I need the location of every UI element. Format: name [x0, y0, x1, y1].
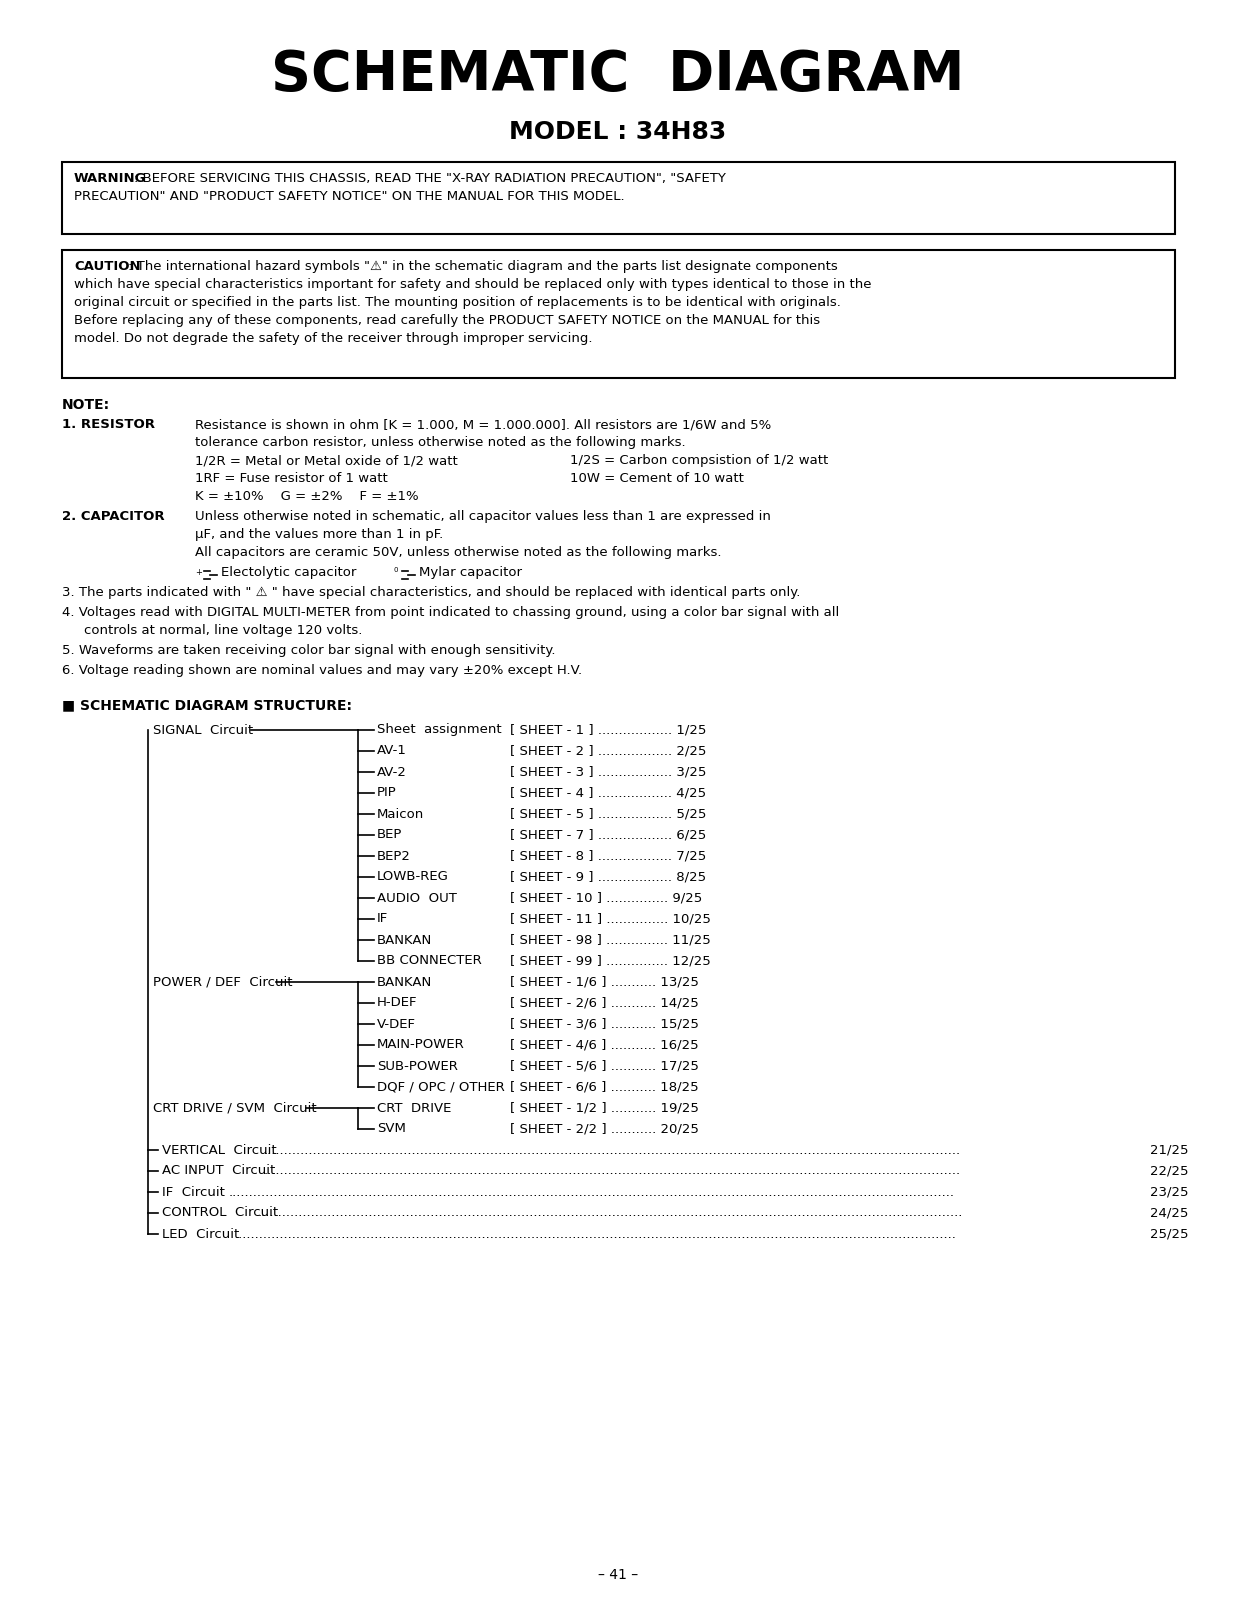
Text: model. Do not degrade the safety of the receiver through improper servicing.: model. Do not degrade the safety of the …	[74, 333, 593, 346]
Text: ................................................................................: ........................................…	[257, 1206, 962, 1219]
Text: All capacitors are ceramic 50V, unless otherwise noted as the following marks.: All capacitors are ceramic 50V, unless o…	[195, 546, 721, 558]
Text: 0: 0	[393, 566, 397, 573]
Text: AUDIO  OUT: AUDIO OUT	[377, 891, 456, 904]
Text: [ SHEET - 6/6 ] ........... 18/25: [ SHEET - 6/6 ] ........... 18/25	[510, 1080, 699, 1093]
Text: 22/25: 22/25	[1150, 1165, 1189, 1178]
Text: VERTICAL  Circuit: VERTICAL Circuit	[162, 1144, 277, 1157]
Text: LOWB-REG: LOWB-REG	[377, 870, 449, 883]
Text: DQF / OPC / OTHER: DQF / OPC / OTHER	[377, 1080, 505, 1093]
Text: H-DEF: H-DEF	[377, 997, 418, 1010]
Text: V-DEF: V-DEF	[377, 1018, 416, 1030]
Text: BEP: BEP	[377, 829, 402, 842]
Text: [ SHEET - 5/6 ] ........... 17/25: [ SHEET - 5/6 ] ........... 17/25	[510, 1059, 699, 1072]
Text: AC INPUT  Circuit: AC INPUT Circuit	[162, 1165, 276, 1178]
Text: [ SHEET - 9 ] .................. 8/25: [ SHEET - 9 ] .................. 8/25	[510, 870, 706, 883]
Text: BANKAN: BANKAN	[377, 933, 432, 947]
Text: [ SHEET - 5 ] .................. 5/25: [ SHEET - 5 ] .................. 5/25	[510, 808, 706, 821]
Text: original circuit or specified in the parts list. The mounting position of replac: original circuit or specified in the par…	[74, 296, 841, 309]
Text: MAIN-POWER: MAIN-POWER	[377, 1038, 465, 1051]
Text: SVM: SVM	[377, 1123, 406, 1136]
Text: Sheet  assignment: Sheet assignment	[377, 723, 502, 736]
Text: [ SHEET - 4/6 ] ........... 16/25: [ SHEET - 4/6 ] ........... 16/25	[510, 1038, 699, 1051]
Text: 6. Voltage reading shown are nominal values and may vary ±20% except H.V.: 6. Voltage reading shown are nominal val…	[62, 664, 583, 677]
Text: 21/25: 21/25	[1150, 1144, 1189, 1157]
Text: BANKAN: BANKAN	[377, 976, 432, 989]
Text: which have special characteristics important for safety and should be replaced o: which have special characteristics impor…	[74, 278, 872, 291]
Text: μF, and the values more than 1 in pF.: μF, and the values more than 1 in pF.	[195, 528, 443, 541]
Text: [ SHEET - 1/2 ] ........... 19/25: [ SHEET - 1/2 ] ........... 19/25	[510, 1101, 699, 1115]
Text: 3. The parts indicated with " ⚠ " have special characteristics, and should be re: 3. The parts indicated with " ⚠ " have s…	[62, 586, 800, 598]
Text: [ SHEET - 7 ] .................. 6/25: [ SHEET - 7 ] .................. 6/25	[510, 829, 706, 842]
Bar	[62, 162, 1175, 234]
Text: 24/25: 24/25	[1150, 1206, 1189, 1219]
Text: WARNING: WARNING	[74, 171, 146, 186]
Text: IF: IF	[377, 912, 388, 925]
Text: [ SHEET - 1/6 ] ........... 13/25: [ SHEET - 1/6 ] ........... 13/25	[510, 976, 699, 989]
Text: ................................................................................: ........................................…	[263, 1144, 961, 1157]
Text: CRT  DRIVE: CRT DRIVE	[377, 1101, 452, 1115]
Text: ................................................................................: ........................................…	[234, 1227, 956, 1240]
Text: [ SHEET - 2/2 ] ........... 20/25: [ SHEET - 2/2 ] ........... 20/25	[510, 1123, 699, 1136]
Bar	[62, 250, 1175, 378]
Text: controls at normal, line voltage 120 volts.: controls at normal, line voltage 120 vol…	[84, 624, 362, 637]
Text: BB CONNECTER: BB CONNECTER	[377, 955, 481, 968]
Text: 2. CAPACITOR: 2. CAPACITOR	[62, 510, 165, 523]
Text: Maicon: Maicon	[377, 808, 424, 821]
Text: IF  Circuit: IF Circuit	[162, 1186, 225, 1198]
Text: : BEFORE SERVICING THIS CHASSIS, READ THE "X-RAY RADIATION PRECAUTION", "SAFETY: : BEFORE SERVICING THIS CHASSIS, READ TH…	[134, 171, 726, 186]
Text: 5. Waveforms are taken receiving color bar signal with enough sensitivity.: 5. Waveforms are taken receiving color b…	[62, 643, 555, 658]
Text: [ SHEET - 3 ] .................. 3/25: [ SHEET - 3 ] .................. 3/25	[510, 765, 706, 779]
Text: [ SHEET - 2 ] .................. 2/25: [ SHEET - 2 ] .................. 2/25	[510, 744, 706, 757]
Text: CAUTION: CAUTION	[74, 259, 141, 274]
Text: – 41 –: – 41 –	[597, 1568, 638, 1582]
Text: AV-1: AV-1	[377, 744, 407, 757]
Text: 23/25: 23/25	[1150, 1186, 1189, 1198]
Text: LED  Circuit: LED Circuit	[162, 1227, 239, 1240]
Text: NOTE:: NOTE:	[62, 398, 110, 411]
Text: 1/2R = Metal or Metal oxide of 1/2 watt: 1/2R = Metal or Metal oxide of 1/2 watt	[195, 454, 458, 467]
Text: SIGNAL  Circuit: SIGNAL Circuit	[153, 723, 254, 736]
Text: SCHEMATIC  DIAGRAM: SCHEMATIC DIAGRAM	[271, 48, 965, 102]
Text: [ SHEET - 99 ] ............... 12/25: [ SHEET - 99 ] ............... 12/25	[510, 955, 711, 968]
Text: +: +	[195, 568, 202, 578]
Text: [ SHEET - 3/6 ] ........... 15/25: [ SHEET - 3/6 ] ........... 15/25	[510, 1018, 699, 1030]
Text: [ SHEET - 10 ] ............... 9/25: [ SHEET - 10 ] ............... 9/25	[510, 891, 703, 904]
Text: POWER / DEF  Circuit: POWER / DEF Circuit	[153, 976, 292, 989]
Text: 10W = Cement of 10 watt: 10W = Cement of 10 watt	[570, 472, 743, 485]
Text: PIP: PIP	[377, 787, 397, 800]
Text: CONTROL  Circuit: CONTROL Circuit	[162, 1206, 278, 1219]
Text: Unless otherwise noted in schematic, all capacitor values less than 1 are expres: Unless otherwise noted in schematic, all…	[195, 510, 771, 523]
Text: : The international hazard symbols "⚠" in the schematic diagram and the parts li: : The international hazard symbols "⚠" i…	[127, 259, 837, 274]
Text: CRT DRIVE / SVM  Circuit: CRT DRIVE / SVM Circuit	[153, 1101, 317, 1115]
Text: MODEL : 34H83: MODEL : 34H83	[510, 120, 726, 144]
Text: PRECAUTION" AND "PRODUCT SAFETY NOTICE" ON THE MANUAL FOR THIS MODEL.: PRECAUTION" AND "PRODUCT SAFETY NOTICE" …	[74, 190, 625, 203]
Text: Resistance is shown in ohm [K = 1.000, M = 1.000.000]. All resistors are 1/6W an: Resistance is shown in ohm [K = 1.000, M…	[195, 418, 771, 430]
Text: [ SHEET - 1 ] .................. 1/25: [ SHEET - 1 ] .................. 1/25	[510, 723, 706, 736]
Text: Electolytic capacitor: Electolytic capacitor	[221, 566, 356, 579]
Text: 25/25: 25/25	[1150, 1227, 1189, 1240]
Text: [ SHEET - 11 ] ............... 10/25: [ SHEET - 11 ] ............... 10/25	[510, 912, 711, 925]
Text: ................................................................................: ........................................…	[263, 1165, 961, 1178]
Text: 1. RESISTOR: 1. RESISTOR	[62, 418, 155, 430]
Text: tolerance carbon resistor, unless otherwise noted as the following marks.: tolerance carbon resistor, unless otherw…	[195, 435, 685, 450]
Text: SUB-POWER: SUB-POWER	[377, 1059, 458, 1072]
Text: K = ±10%    G = ±2%    F = ±1%: K = ±10% G = ±2% F = ±1%	[195, 490, 418, 502]
Text: Before replacing any of these components, read carefully the PRODUCT SAFETY NOTI: Before replacing any of these components…	[74, 314, 820, 326]
Text: 4. Voltages read with DIGITAL MULTI-METER from point indicated to chassing groun: 4. Voltages read with DIGITAL MULTI-METE…	[62, 606, 839, 619]
Text: [ SHEET - 4 ] .................. 4/25: [ SHEET - 4 ] .................. 4/25	[510, 787, 706, 800]
Text: [ SHEET - 98 ] ............... 11/25: [ SHEET - 98 ] ............... 11/25	[510, 933, 711, 947]
Text: [ SHEET - 2/6 ] ........... 14/25: [ SHEET - 2/6 ] ........... 14/25	[510, 997, 699, 1010]
Text: 1/2S = Carbon compsistion of 1/2 watt: 1/2S = Carbon compsistion of 1/2 watt	[570, 454, 829, 467]
Text: [ SHEET - 8 ] .................. 7/25: [ SHEET - 8 ] .................. 7/25	[510, 850, 706, 862]
Text: ■ SCHEMATIC DIAGRAM STRUCTURE:: ■ SCHEMATIC DIAGRAM STRUCTURE:	[62, 698, 353, 712]
Text: 1RF = Fuse resistor of 1 watt: 1RF = Fuse resistor of 1 watt	[195, 472, 387, 485]
Text: ................................................................................: ........................................…	[229, 1186, 955, 1198]
Text: Mylar capacitor: Mylar capacitor	[419, 566, 522, 579]
Text: AV-2: AV-2	[377, 765, 407, 779]
Text: BEP2: BEP2	[377, 850, 411, 862]
